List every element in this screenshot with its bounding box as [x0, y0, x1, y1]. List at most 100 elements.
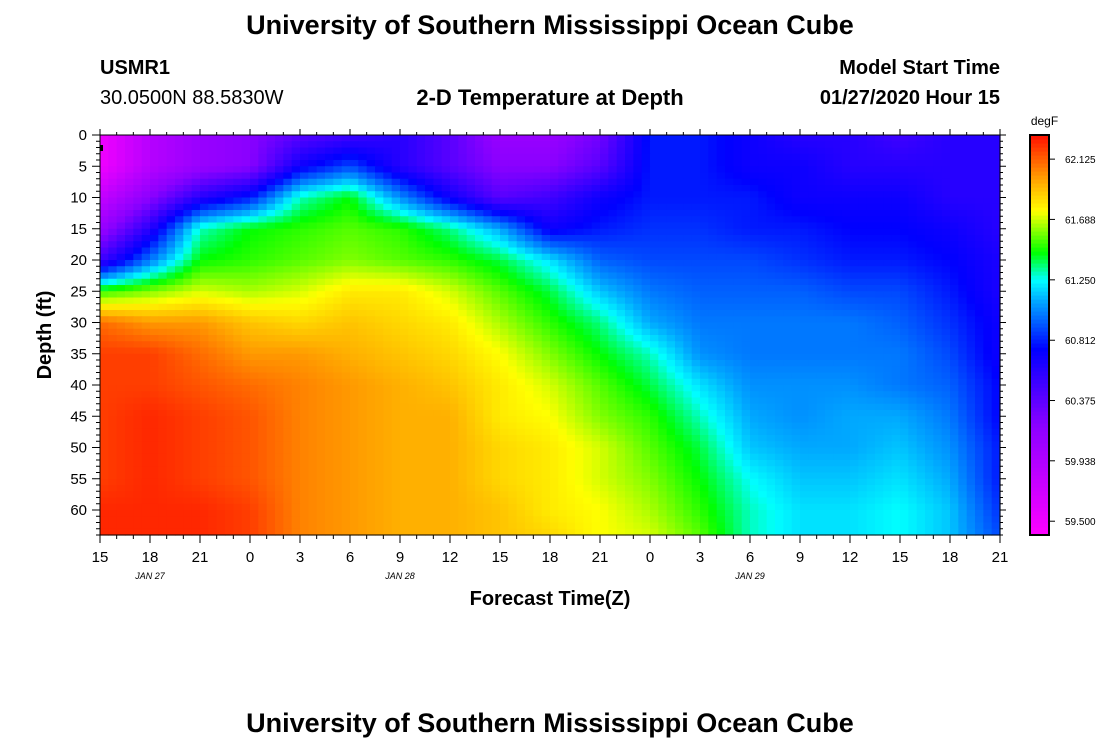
heatmap-cell: [816, 160, 826, 167]
heatmap-cell: [733, 185, 743, 192]
heatmap-cell: [566, 210, 576, 217]
heatmap-cell: [850, 228, 859, 236]
heatmap-cell: [416, 378, 426, 386]
heatmap-cell: [750, 410, 759, 417]
heatmap-cell: [775, 278, 784, 286]
heatmap-cell: [708, 378, 718, 386]
heatmap-cell: [333, 322, 343, 330]
heatmap-cell: [450, 260, 459, 267]
heatmap-cell: [308, 222, 318, 230]
heatmap-cell: [441, 153, 451, 161]
heatmap-cell: [208, 422, 218, 430]
heatmap-cell: [716, 303, 726, 311]
heatmap-cell: [725, 360, 734, 367]
heatmap-cell: [825, 316, 834, 324]
heatmap-cell: [758, 347, 768, 355]
heatmap-cell: [300, 266, 309, 274]
heatmap-cell: [975, 328, 984, 336]
heatmap-cell: [241, 160, 251, 167]
heatmap-cell: [166, 160, 176, 167]
heatmap-cell: [600, 247, 609, 255]
heatmap-cell: [650, 291, 659, 299]
heatmap-cell: [133, 297, 143, 305]
heatmap-cell: [841, 285, 851, 292]
heatmap-cell: [158, 291, 168, 299]
heatmap-cell: [558, 178, 568, 186]
heatmap-cell: [291, 410, 301, 417]
heatmap-cell: [175, 385, 184, 392]
heatmap-cell: [925, 260, 934, 267]
heatmap-cell: [441, 247, 451, 255]
heatmap-cell: [125, 285, 134, 292]
heatmap-cell: [716, 260, 726, 267]
heatmap-cell: [283, 372, 293, 380]
heatmap-cell: [333, 391, 343, 399]
heatmap-cell: [208, 303, 218, 311]
heatmap-cell: [700, 347, 709, 355]
heatmap-cell: [283, 291, 293, 299]
heatmap-cell: [483, 141, 493, 149]
heatmap-cell: [725, 153, 734, 161]
heatmap-cell: [491, 228, 501, 236]
heatmap-cell: [216, 241, 226, 249]
heatmap-cell: [491, 241, 501, 249]
heatmap-cell: [775, 397, 784, 405]
heatmap-cell: [700, 403, 709, 411]
heatmap-cell: [566, 141, 576, 149]
heatmap-cell: [883, 135, 893, 142]
heatmap-cell: [850, 172, 859, 180]
heatmap-cell: [641, 410, 651, 417]
heatmap-cell: [725, 403, 734, 411]
heatmap-cell: [983, 285, 993, 292]
heatmap-cell: [641, 416, 651, 424]
heatmap-cell: [425, 347, 434, 355]
heatmap-cell: [508, 253, 518, 261]
heatmap-cell: [483, 191, 493, 199]
heatmap-cell: [716, 241, 726, 249]
heatmap-cell: [783, 410, 793, 417]
heatmap-cell: [683, 391, 693, 399]
heatmap-cell: [341, 291, 351, 299]
heatmap-cell: [716, 210, 726, 217]
heatmap-cell: [116, 341, 126, 349]
heatmap-cell: [891, 372, 901, 380]
heatmap-cell: [158, 322, 168, 330]
heatmap-cell: [233, 303, 243, 311]
heatmap-cell: [941, 172, 951, 180]
heatmap-cell: [425, 153, 434, 161]
heatmap-cell: [250, 197, 259, 205]
heatmap-cell: [600, 222, 609, 230]
heatmap-cell: [783, 147, 793, 155]
heatmap-cell: [691, 141, 701, 149]
heatmap-cell: [233, 266, 243, 274]
heatmap-cell: [758, 335, 768, 342]
heatmap-cell: [191, 278, 201, 286]
heatmap-cell: [308, 216, 318, 224]
heatmap-cell: [333, 216, 343, 224]
heatmap-cell: [666, 416, 676, 424]
heatmap-cell: [566, 341, 576, 349]
heatmap-cell: [733, 253, 743, 261]
heatmap-cell: [150, 316, 159, 324]
heatmap-cell: [841, 410, 851, 417]
heatmap-cell: [666, 328, 676, 336]
heatmap-cell: [533, 291, 543, 299]
heatmap-cell: [308, 191, 318, 199]
heatmap-cell: [441, 347, 451, 355]
heatmap-cell: [100, 203, 109, 211]
heatmap-cell: [483, 260, 493, 267]
heatmap-cell: [241, 235, 251, 242]
heatmap-cell: [825, 191, 834, 199]
heatmap-cell: [491, 216, 501, 224]
heatmap-cell: [525, 197, 534, 205]
heatmap-cell: [516, 235, 526, 242]
heatmap-cell: [450, 160, 459, 167]
heatmap-cell: [816, 366, 826, 374]
heatmap-cell: [491, 353, 501, 361]
heatmap-cell: [583, 341, 593, 349]
heatmap-cell: [525, 310, 534, 317]
heatmap-cell: [175, 291, 184, 299]
heatmap-cell: [475, 316, 484, 324]
heatmap-cell: [216, 397, 226, 405]
heatmap-cell: [766, 197, 776, 205]
